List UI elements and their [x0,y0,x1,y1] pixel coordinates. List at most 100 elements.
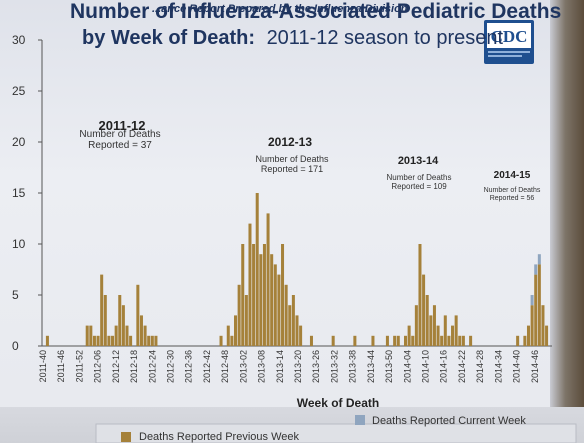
bar-previous-week [107,335,111,346]
bar-previous-week [266,213,270,346]
bar-previous-week [288,305,292,346]
deaths-note-line2: Reported = 56 [490,195,535,202]
deaths-note-line2: Reported = 109 [391,182,447,191]
bar-previous-week [226,325,230,346]
y-axis-ticks: 0 5 10 15 20 25 30 [12,33,42,353]
bar-current-week [530,295,534,306]
bar-previous-week [273,264,277,346]
bar-previous-week [150,335,154,346]
bar-previous-week [230,335,234,346]
bar-previous-week [234,315,238,346]
bar-current-week [537,254,541,265]
bar-previous-week [385,335,389,346]
deaths-note-line1: Number of Deaths [484,187,541,194]
bar-previous-week [425,295,429,346]
bar-previous-week [270,254,274,346]
bar-previous-week [461,335,465,346]
bar-previous-week [45,335,49,346]
bar-previous-week [89,325,93,346]
x-tick-label: 2013-44 [366,350,376,383]
chart-subtitle: by Week of Death: 2011-12 season to pres… [82,27,503,49]
bar-previous-week [537,264,541,346]
x-tick-label: 2011-46 [56,350,66,382]
deaths-note-line1: Number of Deaths [79,129,160,140]
bar-previous-week [136,284,140,346]
bar-previous-week [281,244,285,346]
x-tick-label: 2013-08 [257,350,267,383]
bar-previous-week [237,284,241,346]
bar-previous-week [100,274,104,346]
chart-legend: Deaths Reported Previous Week Deaths Rep… [95,415,577,443]
bar-previous-week [295,315,299,346]
report-header-text: ...ance Report Prepared by the Influenza… [152,3,408,15]
bar-previous-week [411,335,415,346]
bar-previous-week [429,315,433,346]
bar-previous-week [154,335,158,346]
y-tick-label: 25 [12,84,26,98]
bar-previous-week [143,325,147,346]
bar-previous-week [541,305,545,346]
x-tick-label: 2012-18 [129,350,139,383]
bar-previous-week [309,335,313,346]
bar-previous-week [447,335,451,346]
bar-previous-week [418,244,422,346]
bar-previous-week [277,274,281,346]
deaths-note-line1: Number of Deaths [387,173,452,182]
bar-previous-week [255,193,259,346]
x-tick-label: 2012-42 [202,350,212,383]
bar-previous-week [436,325,440,346]
legend-swatch-previous-week [121,432,131,442]
bar-previous-week [440,335,444,346]
bar-previous-week [454,315,458,346]
y-tick-label: 10 [12,237,26,251]
bar-previous-week [523,335,527,346]
bar-previous-week [248,223,252,346]
x-tick-label: 2014-04 [402,350,412,383]
bar-previous-week [262,244,266,346]
x-tick-label: 2012-30 [166,350,176,383]
x-tick-label: 2013-38 [348,350,358,383]
bar-previous-week [139,315,143,346]
y-tick-label: 30 [12,33,26,47]
x-tick-label: 2013-50 [384,350,394,383]
x-tick-label: 2013-14 [275,350,285,383]
x-tick-label: 2013-32 [329,350,339,383]
bar-previous-week [125,325,129,346]
cdc-logo-icon: CDC [484,20,534,64]
bar-previous-week [244,295,248,346]
legend-swatch-current-week [355,415,365,425]
bar-previous-week [85,325,89,346]
bar-previous-week [331,335,335,346]
bar-previous-week [353,335,357,346]
x-tick-label: 2014-22 [457,350,467,383]
x-tick-label: 2014-46 [530,350,540,383]
bar-previous-week [252,244,256,346]
bar-previous-week [407,325,411,346]
bar-previous-week [299,325,303,346]
bar-previous-week [422,274,426,346]
bar-previous-week [241,244,245,346]
chart-title: Number of Influenza-Associated Pediatric… [70,0,561,23]
season-label: 2013-14 [398,155,439,167]
room-wall-edge [550,0,584,443]
x-axis-label: Week of Death [297,396,379,410]
bar-previous-week [396,335,400,346]
bar-previous-week [103,295,107,346]
legend-label-previous-week: Deaths Reported Previous Week [139,431,299,443]
subtitle-rest: 2011-12 season to present [267,27,504,49]
season-label: 2011-12 [99,118,146,133]
x-tick-label: 2012-36 [184,350,194,383]
x-tick-label: 2014-10 [421,350,431,383]
bar-previous-week [291,295,295,346]
x-tick-label: 2014-40 [512,350,522,383]
y-tick-label: 0 [12,339,19,353]
deaths-note-line2: Reported = 171 [261,164,323,174]
bar-previous-week [545,325,549,346]
x-tick-label: 2011-52 [74,350,84,382]
x-tick-label: 2013-26 [311,350,321,383]
y-tick-label: 20 [12,135,26,149]
